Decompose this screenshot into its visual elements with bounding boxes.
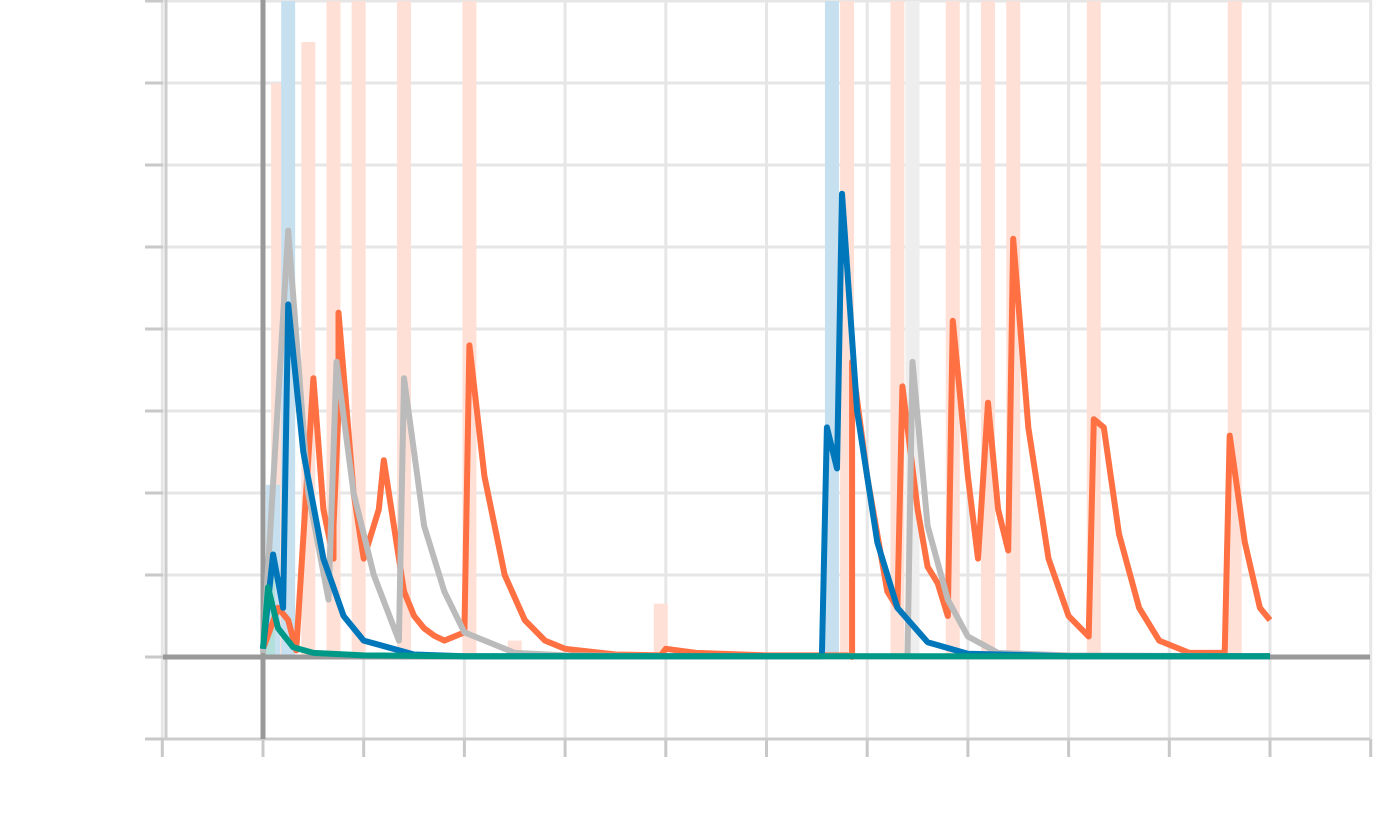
series-line-4 [260,584,1270,660]
series-lines [260,190,1273,660]
series-line-2 [260,227,1271,660]
raw-bar-series-1 [653,603,668,657]
raw-bar-series-1 [981,1,996,657]
